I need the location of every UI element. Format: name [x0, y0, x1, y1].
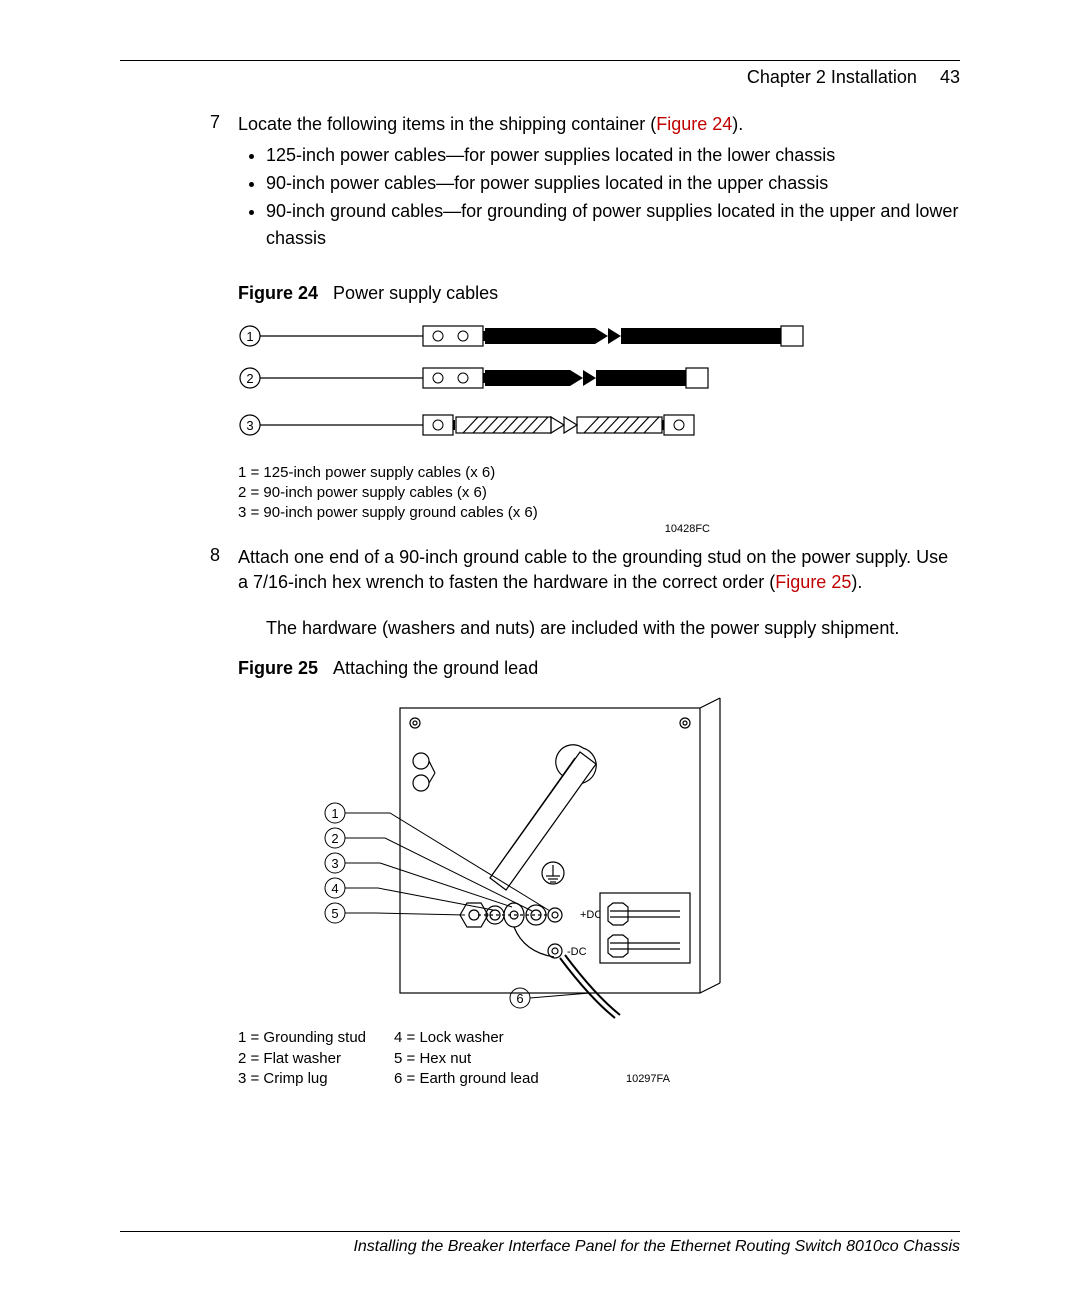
step8-para2: The hardware (washers and nuts) are incl…: [266, 616, 960, 640]
step-number: 8: [210, 545, 238, 594]
bullet-item: 90-inch power cables—for power supplies …: [266, 170, 960, 196]
page-number: 43: [940, 67, 960, 87]
figure-title: Attaching the ground lead: [333, 658, 538, 678]
figure-link[interactable]: Figure 25: [775, 572, 851, 592]
legend-row: 1 = 125-inch power supply cables (x 6): [238, 463, 960, 483]
legend-row: 2 = Flat washer: [238, 1049, 366, 1069]
svg-text:2: 2: [331, 831, 338, 846]
running-header: Chapter 2 Installation 43: [120, 67, 960, 88]
svg-text:5: 5: [331, 906, 338, 921]
svg-text:-DC: -DC: [567, 946, 587, 958]
step7-text-post: ).: [732, 114, 743, 134]
svg-text:3: 3: [331, 856, 338, 871]
bullet-item: 125-inch power cables—for power supplies…: [266, 142, 960, 168]
footer-text: Installing the Breaker Interface Panel f…: [120, 1238, 960, 1256]
figure24-diagram: 1 2 3: [238, 318, 960, 463]
svg-text:+DC: +DC: [580, 909, 602, 921]
callout-3: 3: [246, 418, 253, 433]
step7-text-pre: Locate the following items in the shippi…: [238, 114, 656, 134]
chapter-title: Chapter 2 Installation: [747, 67, 917, 87]
figure25-diagram: +DC -DC: [280, 693, 960, 1028]
legend-row: 4 = Lock washer: [394, 1028, 539, 1048]
step-8: 8 Attach one end of a 90-inch ground cab…: [210, 545, 960, 594]
figure24-caption: Figure 24 Power supply cables: [238, 283, 960, 304]
legend-row: 2 = 90-inch power supply cables (x 6): [238, 483, 960, 503]
bullet-item: 90-inch ground cables—for grounding of p…: [266, 198, 960, 250]
svg-text:1: 1: [331, 806, 338, 821]
figure24-legend: 1 = 125-inch power supply cables (x 6) 2…: [238, 463, 960, 524]
step8-text-post: ).: [851, 572, 862, 592]
legend-row: 3 = 90-inch power supply ground cables (…: [238, 503, 960, 523]
header-rule: [120, 60, 960, 61]
svg-text:6: 6: [516, 991, 523, 1006]
figure-link[interactable]: Figure 24: [656, 114, 732, 134]
figure-label: Figure 25: [238, 658, 318, 678]
step-number: 7: [210, 112, 238, 265]
svg-text:4: 4: [331, 881, 338, 896]
figure24-code: 10428FC: [120, 523, 710, 535]
page: Chapter 2 Installation 43 7 Locate the f…: [0, 0, 1080, 1296]
footer-rule: [120, 1231, 960, 1232]
figure-label: Figure 24: [238, 283, 318, 303]
step-body: Attach one end of a 90-inch ground cable…: [238, 545, 960, 594]
step-body: Locate the following items in the shippi…: [238, 112, 960, 265]
footer: Installing the Breaker Interface Panel f…: [120, 1231, 960, 1256]
step-7: 7 Locate the following items in the ship…: [210, 112, 960, 265]
figure25-caption: Figure 25 Attaching the ground lead: [238, 658, 960, 679]
legend-row: 1 = Grounding stud: [238, 1028, 366, 1048]
legend-row: 5 = Hex nut: [394, 1049, 539, 1069]
step7-bullets: 125-inch power cables—for power supplies…: [238, 142, 960, 250]
figure25-code: 10297FA: [120, 1073, 670, 1085]
callout-1: 1: [246, 329, 253, 344]
callout-2: 2: [246, 371, 253, 386]
figure-title: Power supply cables: [333, 283, 498, 303]
